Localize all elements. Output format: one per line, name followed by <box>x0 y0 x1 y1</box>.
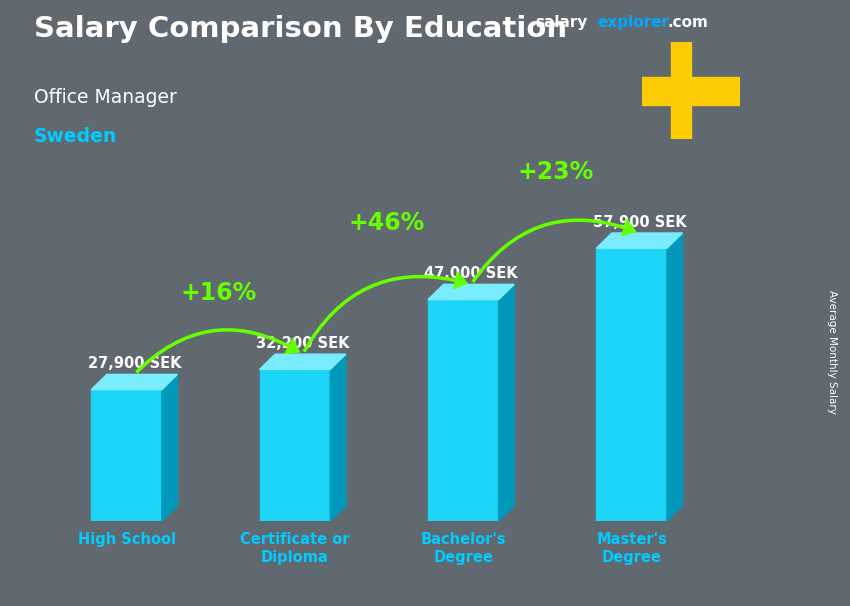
Polygon shape <box>667 233 683 521</box>
Polygon shape <box>162 375 178 521</box>
Text: explorer: explorer <box>598 15 670 30</box>
FancyArrowPatch shape <box>135 328 300 374</box>
Text: 57,900 SEK: 57,900 SEK <box>592 215 686 230</box>
Polygon shape <box>596 233 683 248</box>
Text: 27,900 SEK: 27,900 SEK <box>88 356 181 371</box>
Polygon shape <box>259 354 346 370</box>
Text: +16%: +16% <box>180 281 257 305</box>
FancyArrowPatch shape <box>303 271 468 353</box>
Text: Average Monthly Salary: Average Monthly Salary <box>827 290 837 413</box>
Polygon shape <box>428 284 514 299</box>
Bar <box>672 42 690 139</box>
Text: .com: .com <box>667 15 708 30</box>
Polygon shape <box>331 354 346 521</box>
Text: +46%: +46% <box>348 211 425 235</box>
Polygon shape <box>91 375 178 390</box>
Bar <box>428 299 499 521</box>
Text: Sweden: Sweden <box>34 127 117 146</box>
Text: +23%: +23% <box>517 160 593 184</box>
Bar <box>259 370 331 521</box>
FancyArrowPatch shape <box>471 218 637 283</box>
Bar <box>91 390 162 521</box>
Text: salary: salary <box>536 15 588 30</box>
Bar <box>642 77 740 105</box>
Polygon shape <box>499 284 514 521</box>
Bar <box>596 248 667 521</box>
Text: Salary Comparison By Education: Salary Comparison By Education <box>34 15 567 43</box>
Text: 32,200 SEK: 32,200 SEK <box>256 336 349 351</box>
Text: 47,000 SEK: 47,000 SEK <box>424 266 518 281</box>
Text: Office Manager: Office Manager <box>34 88 177 107</box>
